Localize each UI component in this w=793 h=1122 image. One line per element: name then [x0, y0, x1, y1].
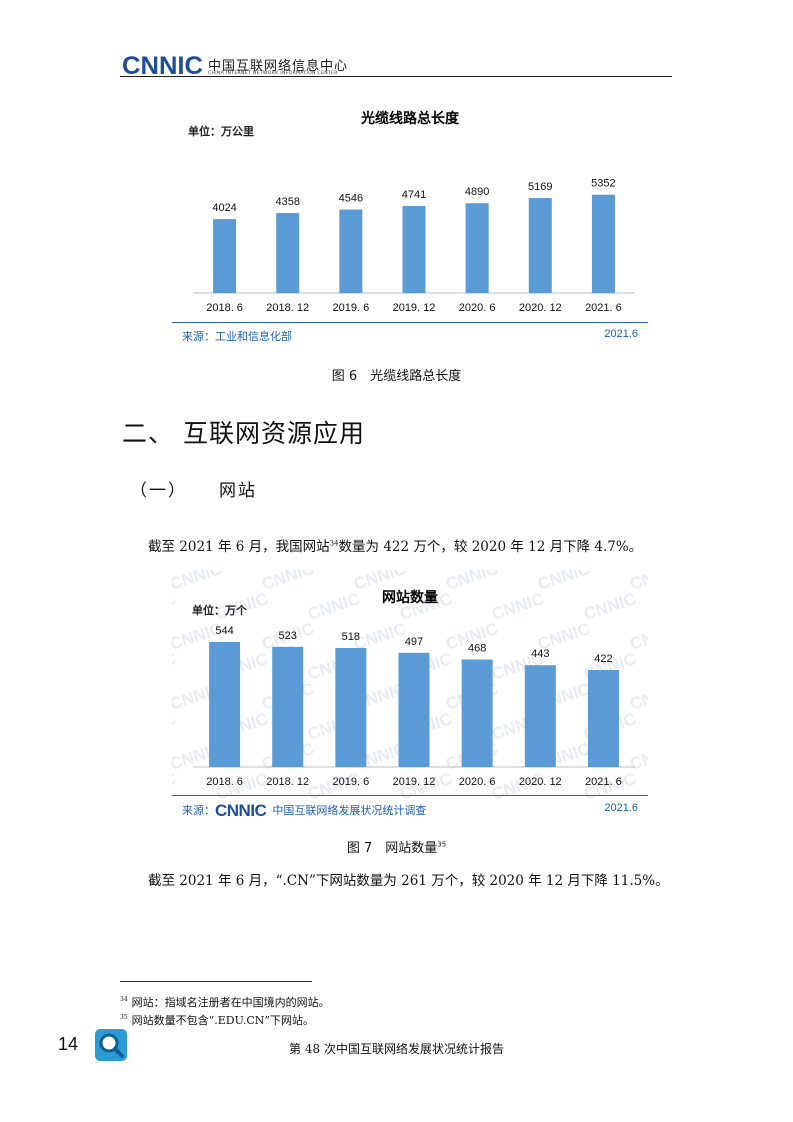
footnote-text: 网站数量不包含“.EDU.CN”下网站。	[131, 1014, 315, 1027]
figure-6-chart: 4024 2018. 6 4358 2018. 12 4546 2019. 6 4741 20…	[172, 96, 648, 348]
footnote-number: 34	[120, 996, 128, 1004]
unit-label: 单位：万个	[192, 604, 247, 617]
caption-text: 图 7 网站数量	[346, 841, 438, 856]
x-tick-label: 2018. 6	[206, 776, 243, 788]
x-tick-label: 2021. 6	[585, 776, 622, 788]
website-count-bar-chart: CNNIC CNNIC CNNIC CNNIC CNNIC CNNIC CNNIC CNNIC…	[172, 570, 648, 804]
x-tick-label: 2020. 6	[459, 776, 496, 788]
x-tick-label: 2019. 6	[333, 302, 370, 314]
org-name-en: CHINA INTERNET NETWORK INFORMATION CENTE…	[208, 71, 338, 76]
watermark-text: CNNIC	[172, 769, 178, 804]
watermark-text: CNNIC	[172, 589, 178, 624]
bar	[398, 652, 430, 767]
data-label: 4024	[212, 202, 236, 214]
x-tick-label: 2020. 12	[519, 776, 562, 788]
x-tick-label: 2019. 12	[393, 302, 436, 314]
x-tick-label: 2019. 12	[393, 776, 436, 788]
watermark-text: CNNIC	[627, 619, 648, 654]
footnote-number: 35	[120, 1014, 128, 1022]
figure-6-caption: 图 6 光缆线路总长度	[331, 369, 462, 384]
cnnic-logo: CNNIC	[122, 52, 203, 78]
chart-title: 网站数量	[382, 590, 438, 606]
x-tick-label: 2018. 12	[266, 776, 309, 788]
para1-part-b: 数量为 422 万个，较 2020 年 12 月下降 4.7%。	[338, 539, 643, 555]
unit-label: 单位：万公里	[188, 125, 254, 138]
bar	[335, 647, 367, 767]
bar	[209, 642, 241, 767]
data-label: 497	[405, 636, 423, 648]
x-tick-label: 2018. 12	[266, 302, 309, 314]
cnnic-logo-small: CNNIC	[215, 801, 267, 820]
data-label: 468	[468, 642, 486, 654]
source-rule	[172, 322, 648, 323]
bar	[587, 670, 619, 767]
chart-title: 光缆线路总长度	[361, 111, 459, 127]
watermark-text: CNNIC	[627, 679, 648, 714]
para1-part-a: 截至 2021 年 6 月，我国网站	[148, 539, 330, 555]
footnote-ref-34: 34	[329, 539, 339, 548]
data-label: 4546	[339, 193, 363, 205]
watermark-text: CNNIC	[627, 570, 648, 594]
watermark-text: CNNIC	[627, 739, 648, 774]
footnote-ref-35: 35	[437, 840, 447, 849]
footnote-35: 35 网站数量不包含“.EDU.CN”下网站。	[120, 1012, 314, 1028]
bar	[213, 219, 237, 293]
subsection-title: 网站	[219, 481, 257, 501]
x-tick-label: 2020. 6	[459, 302, 496, 314]
page-number: 14	[58, 1034, 79, 1054]
source-date: 2021.6	[604, 802, 638, 814]
bar	[461, 659, 493, 767]
data-label: 4890	[465, 186, 489, 198]
data-label: 544	[215, 625, 233, 637]
bar	[524, 665, 556, 767]
footnote-34: 34 网站：指域名注册者在中国境内的网站。	[120, 994, 330, 1010]
figure-7-chart: CNNIC CNNIC CNNIC CNNIC CNNIC CNNIC CNNIC CNNIC…	[172, 570, 648, 820]
figure-7-caption: 图 7 网站数量35	[0, 837, 793, 856]
report-title: 第 48 次中国互联网络发展状况统计报告	[289, 1042, 504, 1056]
footnote-rule	[120, 981, 312, 982]
bar	[528, 198, 552, 293]
data-label: 443	[531, 648, 549, 660]
watermark-text: CNNIC	[172, 649, 178, 684]
section-heading: 二、 互联网资源应用	[122, 419, 365, 448]
data-label: 4741	[402, 189, 426, 201]
search-report-icon	[95, 1029, 127, 1061]
bar	[402, 205, 426, 293]
header-rule	[120, 76, 672, 77]
data-label: 4358	[275, 196, 299, 208]
bar	[272, 646, 304, 767]
data-label: 422	[594, 653, 612, 665]
bar	[465, 203, 489, 293]
data-label: 518	[342, 631, 360, 643]
paragraph-websites: 截至 2021 年 6 月，我国网站34数量为 422 万个，较 2020 年 …	[148, 535, 642, 555]
cnnic-logo-text: CNNIC	[122, 52, 203, 78]
subsection-heading: （一） 网站	[130, 476, 257, 501]
source-label: 来源：工业和信息化部	[182, 330, 292, 343]
source-label: 来源：CNNIC 中国互联网络发展状况统计调查	[182, 801, 426, 821]
data-label: 5169	[528, 181, 552, 193]
bar	[276, 212, 300, 293]
subsection-number: （一）	[130, 481, 187, 501]
x-tick-label: 2020. 12	[519, 302, 562, 314]
x-tick-label: 2021. 6	[585, 302, 622, 314]
footnote-text: 网站：指域名注册者在中国境内的网站。	[131, 996, 330, 1009]
watermark-text: CNNIC	[172, 709, 178, 744]
source-prefix: 来源：	[182, 804, 215, 817]
source-date: 2021.6	[604, 328, 638, 340]
data-label: 5352	[591, 178, 615, 190]
bar	[339, 209, 363, 293]
source-rule	[172, 795, 648, 796]
x-tick-label: 2019. 6	[333, 776, 370, 788]
org-name-cn: 中国互联网络信息中心	[208, 59, 349, 74]
bar	[591, 194, 615, 293]
x-tick-label: 2018. 6	[206, 302, 243, 314]
paragraph-cn-websites: 截至 2021 年 6 月，“.CN”下网站数量为 261 万个，较 2020 …	[148, 873, 669, 889]
fiber-length-bar-chart: 4024 2018. 6 4358 2018. 12 4546 2019. 6 4741 20…	[193, 178, 635, 314]
data-label: 523	[279, 630, 297, 642]
source-name: 中国互联网络发展状况统计调查	[272, 804, 427, 817]
